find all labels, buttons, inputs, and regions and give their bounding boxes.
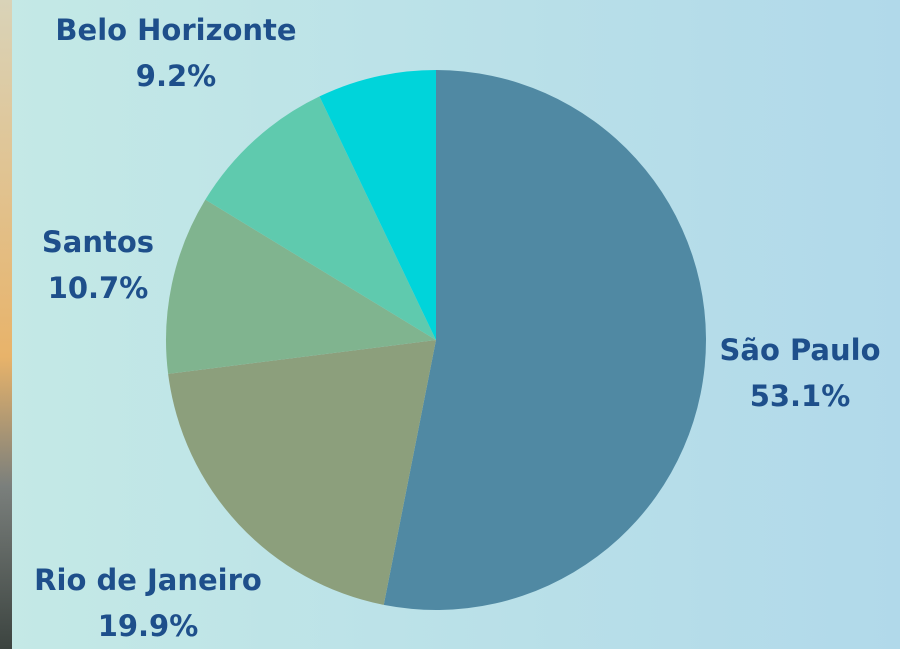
pie-slice bbox=[205, 96, 436, 340]
slice-label: São Paulo bbox=[719, 333, 880, 367]
slice-value-label: 10.7% bbox=[48, 271, 149, 305]
slice-value-label: 53.1% bbox=[750, 379, 851, 413]
slice-label: Rio de Janeiro bbox=[34, 563, 262, 597]
pie-slice bbox=[383, 70, 707, 610]
slice-value-label: 9.2% bbox=[136, 59, 216, 93]
slice-value-label: 19.9% bbox=[98, 609, 199, 643]
slice-label: Santos bbox=[42, 225, 154, 259]
slice-label: Belo Horizonte bbox=[55, 13, 296, 47]
pie-slice bbox=[168, 340, 436, 605]
pie-slice bbox=[166, 199, 437, 374]
photo-strip bbox=[0, 0, 12, 649]
pie-slice bbox=[319, 70, 436, 340]
